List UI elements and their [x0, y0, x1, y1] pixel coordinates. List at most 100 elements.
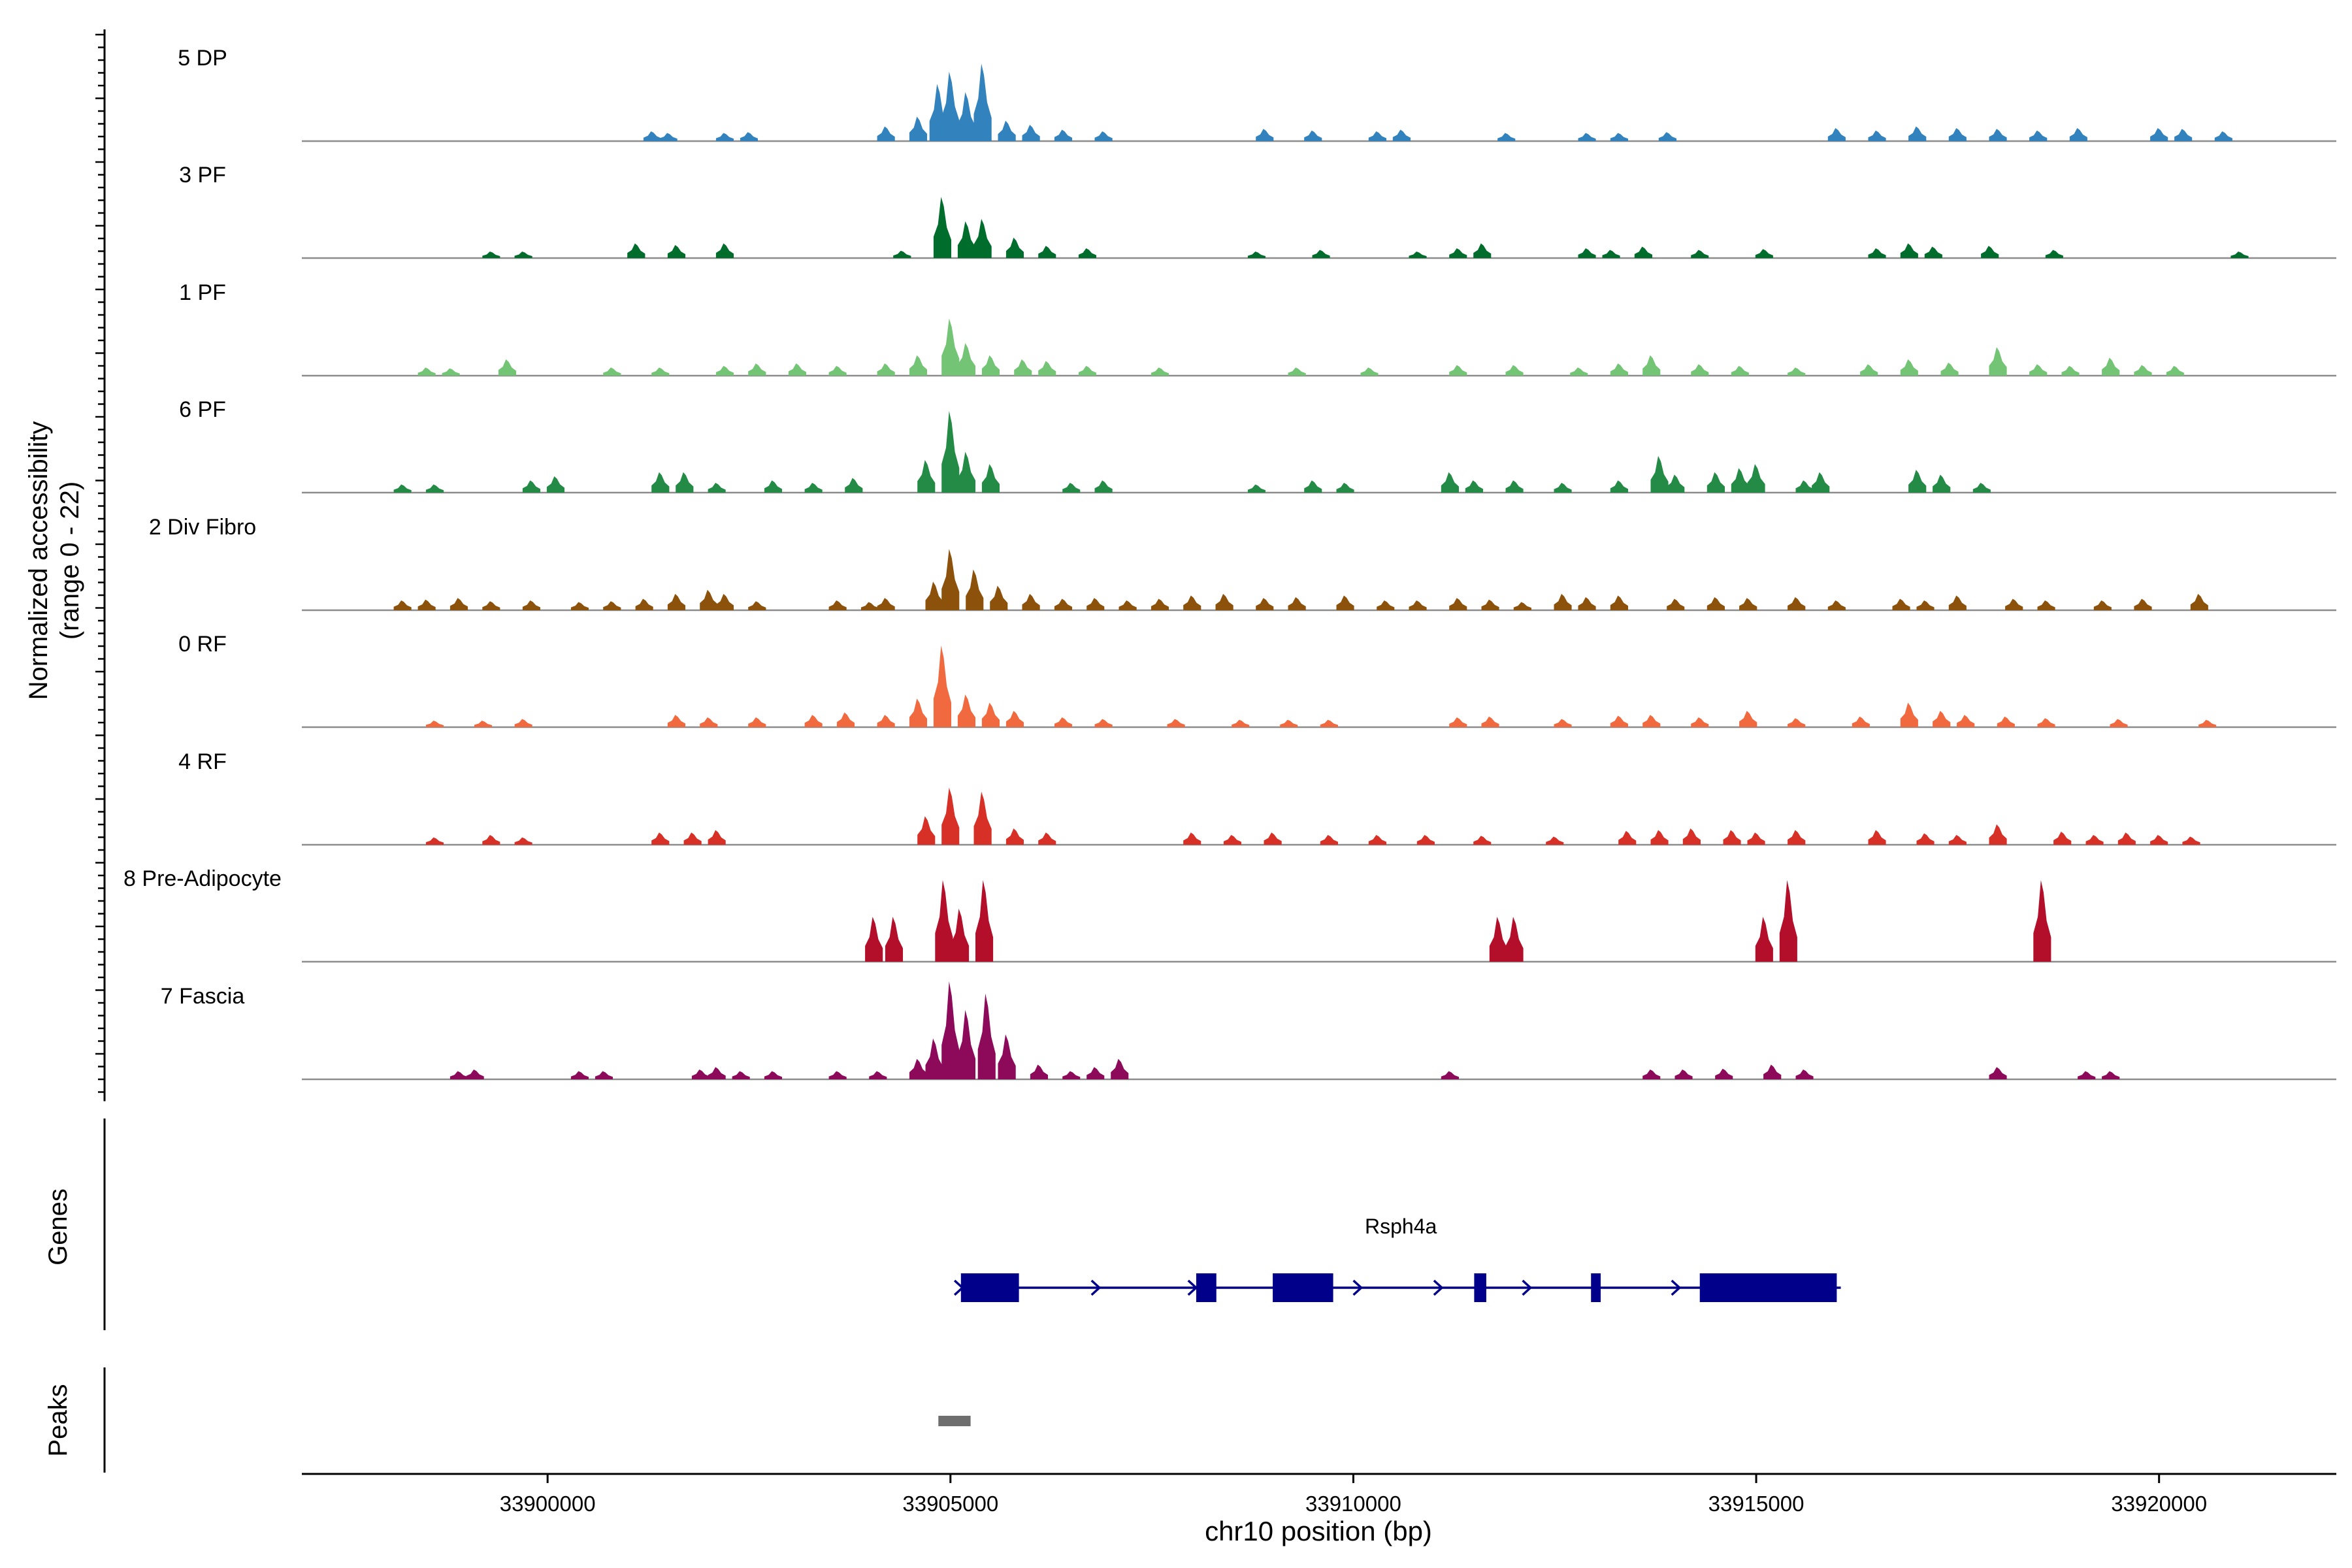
coverage-peak [860, 602, 879, 610]
coverage-peak [1497, 133, 1516, 141]
coverage-peak [2150, 128, 2168, 141]
coverage-peak [1151, 598, 1169, 610]
coverage-peak [1054, 129, 1072, 141]
coverage-peak [893, 250, 911, 258]
coverage-peak [1465, 480, 1483, 493]
coverage-peak [1489, 917, 1507, 962]
gene-exon [1474, 1273, 1486, 1302]
coverage-peak [941, 549, 960, 610]
coverage-peak [1642, 1070, 1661, 1079]
coverage-peak [1674, 1070, 1693, 1079]
track-label: 6 PF [179, 397, 226, 422]
coverage-peak [1739, 711, 1757, 727]
coverage-peak [2174, 129, 2193, 141]
coverage-peak [514, 837, 532, 845]
coverage-peak [877, 598, 895, 610]
coverage-peak [1505, 480, 1524, 493]
coverage-tracks: 5 DP 3 PF 1 PF 6 PF 2 Div Fibro 0 RF 4 RF 8 Pre… [123, 46, 2336, 1081]
coverage-peak [1094, 480, 1113, 493]
coverage-peak [1392, 129, 1411, 141]
coverage-peak [877, 363, 895, 376]
track-6-pf: 6 PF [179, 397, 2336, 494]
coverage-peak [1747, 832, 1765, 845]
coverage-peak [909, 1058, 927, 1079]
coverage-peak [1473, 836, 1492, 845]
coverage-peak [1320, 719, 1338, 727]
coverage-peak [1731, 366, 1749, 376]
coverage-peak [425, 484, 444, 493]
y-axis [95, 29, 106, 1102]
coverage-peak [1989, 347, 2007, 376]
coverage-peak [1933, 474, 1951, 493]
coverage-peak [1900, 702, 1918, 727]
coverage-peak [1554, 719, 1572, 727]
coverage-peak [975, 880, 994, 962]
coverage-peak [1094, 719, 1113, 727]
x-tick-label: 33915000 [1708, 1492, 1805, 1516]
coverage-peak [1610, 480, 1628, 493]
coverage-peak [1546, 836, 1564, 845]
coverage-peak [700, 589, 718, 610]
coverage-peak [1723, 830, 1741, 845]
coverage-peak [700, 717, 718, 727]
coverage-peak [595, 1071, 613, 1079]
coverage-peak [1747, 464, 1765, 493]
coverage-peak [1336, 483, 1354, 493]
coverage-peak [748, 601, 766, 610]
coverage-peak [1288, 597, 1306, 610]
coverage-peak [1989, 129, 2007, 141]
coverage-peak [1449, 598, 1467, 610]
track-label: 4 RF [178, 749, 227, 774]
coverage-peak [1940, 363, 1959, 376]
coverage-peak [1642, 355, 1661, 376]
coverage-peak [1900, 243, 1918, 258]
coverage-peak [708, 1067, 726, 1079]
coverage-peak [1062, 483, 1081, 493]
y-axis-title: Normalized accessibility [24, 421, 53, 700]
track-label: 7 Fascia [161, 984, 245, 1009]
coverage-peak [1505, 365, 1524, 376]
coverage-peak [990, 585, 1008, 610]
track-8-pre-adipocyte: 8 Pre-Adipocyte [123, 866, 2336, 963]
coverage-peak [2198, 719, 2217, 727]
coverage-peak [966, 569, 984, 610]
coverage-peak [683, 832, 702, 845]
coverage-peak [981, 464, 1000, 493]
coverage-peak [1650, 455, 1669, 493]
coverage-peak [449, 598, 468, 610]
coverage-peak [2037, 600, 2055, 610]
coverage-peak [1183, 832, 1201, 845]
coverage-peak [651, 832, 670, 845]
coverage-peak [570, 602, 589, 610]
coverage-peak [417, 599, 436, 610]
coverage-peak [676, 472, 694, 493]
coverage-peak [1062, 1071, 1081, 1079]
track-label: 5 DP [178, 46, 227, 71]
coverage-peak [708, 830, 726, 845]
coverage-peak [957, 92, 975, 141]
coverage-peak [1788, 830, 1806, 845]
coverage-peak [1570, 367, 1588, 376]
coverage-peak [1554, 483, 1572, 493]
coverage-peak [1868, 248, 1886, 258]
coverage-peak [998, 120, 1016, 141]
coverage-peak [1441, 1071, 1459, 1079]
coverage-peak [1223, 835, 1241, 845]
coverage-peak [748, 717, 766, 727]
x-tick-label: 33920000 [2111, 1492, 2207, 1516]
coverage-peak [1812, 472, 1830, 493]
coverage-peak [917, 460, 936, 493]
coverage-peak [1038, 361, 1056, 376]
coverage-peak [2150, 835, 2168, 845]
coverage-peak [909, 698, 927, 727]
coverage-peak [1788, 718, 1806, 727]
coverage-peak [828, 600, 847, 610]
coverage-peak [1610, 133, 1628, 141]
coverage-peak [1360, 367, 1379, 376]
coverage-peak [1377, 600, 1395, 610]
coverage-peak [909, 116, 927, 141]
coverage-peak [764, 1071, 782, 1079]
coverage-peak [482, 601, 500, 610]
track-label: 1 PF [179, 280, 226, 305]
